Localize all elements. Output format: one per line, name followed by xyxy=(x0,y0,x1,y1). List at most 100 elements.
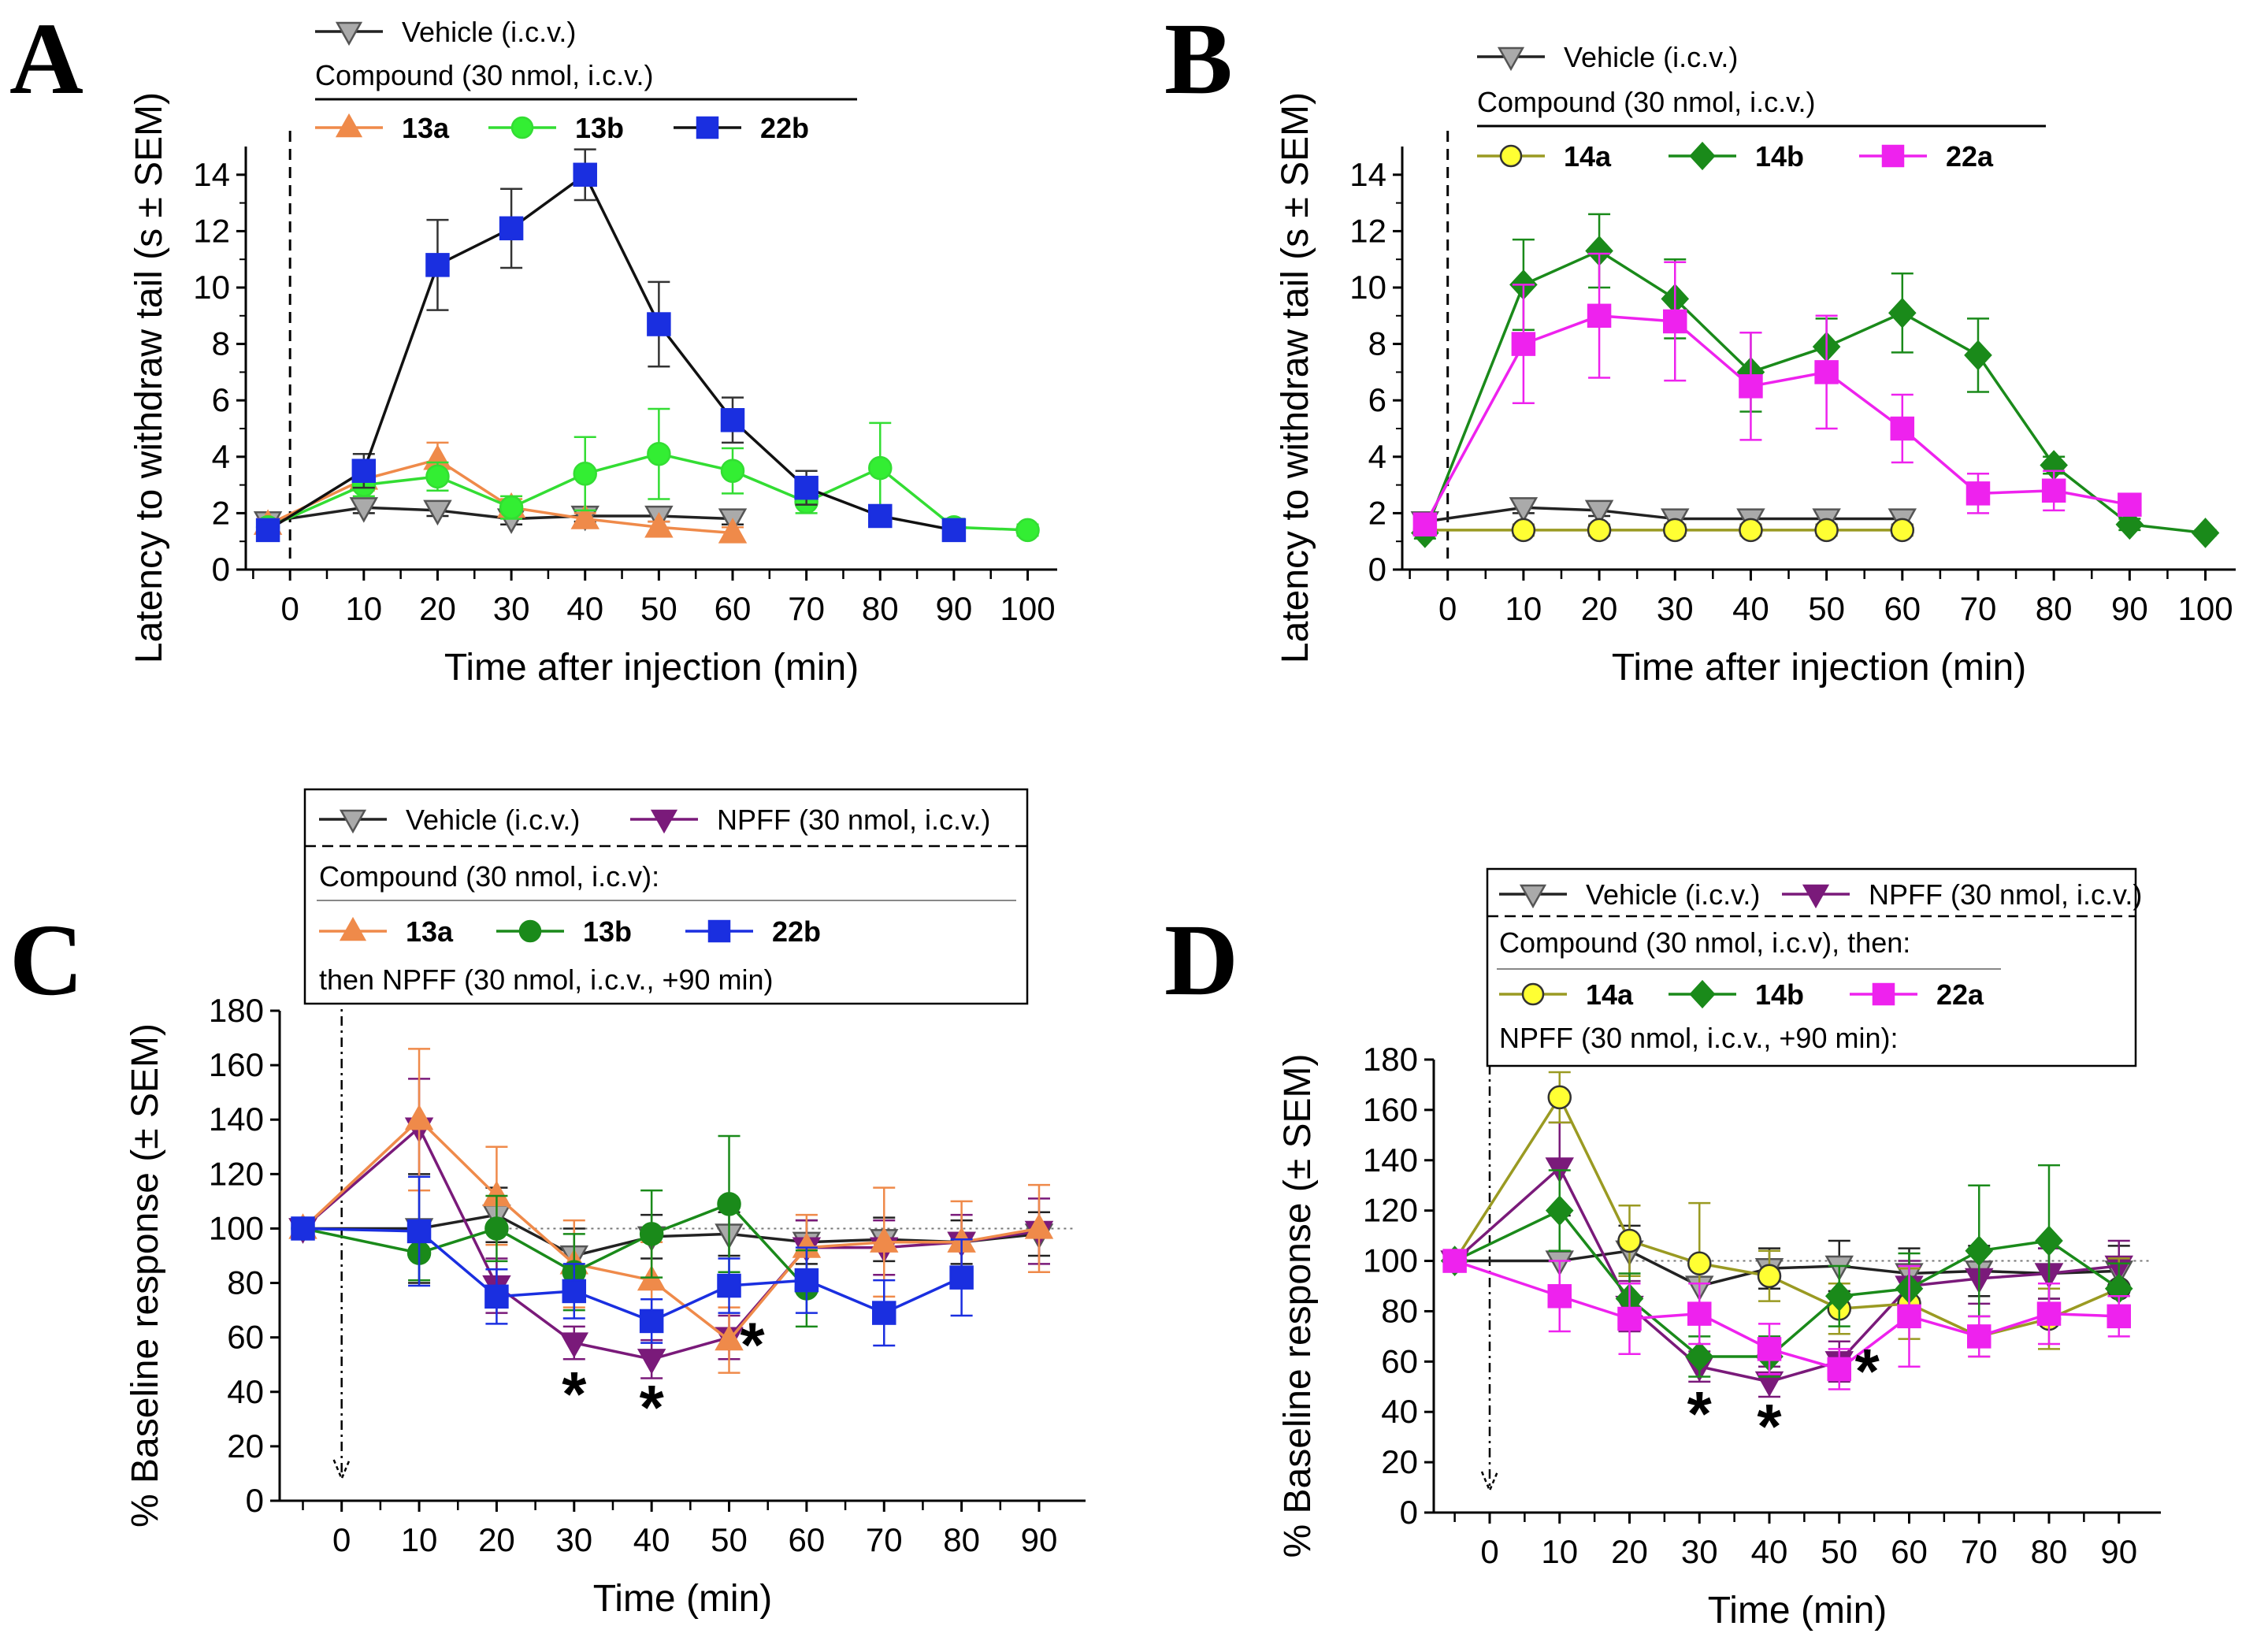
legend-label: 22b xyxy=(772,915,821,948)
data-point xyxy=(2036,1301,2062,1326)
y-tick-label: 120 xyxy=(1363,1192,1418,1229)
x-tick-label: 50 xyxy=(711,1521,748,1558)
series-13a xyxy=(288,1048,1054,1374)
data-point xyxy=(639,1222,664,1246)
panel-b: B 0 2 4 6 8 10 12 14 0 10 20 30 40 50 60 70 80 90 100 Time a… xyxy=(1164,2,2236,689)
data-point xyxy=(1617,1228,1642,1253)
legend-label: 22b xyxy=(760,112,809,144)
legend-marker xyxy=(1881,144,1905,168)
data-point xyxy=(351,458,377,483)
x-tick-label: 30 xyxy=(493,590,530,627)
legend-label: 13b xyxy=(583,915,632,948)
data-point xyxy=(1965,1235,1994,1267)
y-tick-label: 0 xyxy=(246,1482,264,1519)
panel-d: D 0 20 40 60 80 100 120 140 160 180 0 10 20 30 40 50 60 70… xyxy=(1164,867,2161,1632)
x-tick-label: 70 xyxy=(788,590,825,627)
x-tick-label: 40 xyxy=(633,1521,670,1558)
legend-label: NPFF (30 nmol, i.c.v.) xyxy=(1869,878,2142,911)
legend-marker xyxy=(510,116,534,139)
x-tick-label: 70 xyxy=(866,1521,903,1558)
legend-label: Vehicle (i.c.v.) xyxy=(406,804,580,836)
legend-label: 13a xyxy=(402,112,450,144)
x-tick-label: 100 xyxy=(1000,590,1056,627)
legend-label: Vehicle (i.c.v.) xyxy=(402,16,576,48)
data-point xyxy=(1897,1304,1921,1329)
x-tick-label: 0 xyxy=(1480,1533,1498,1570)
x-tick-label: 60 xyxy=(1891,1533,1928,1570)
y-tick-label: 40 xyxy=(1381,1393,1418,1430)
y-tick-label: 6 xyxy=(212,381,230,418)
data-point xyxy=(720,408,745,432)
data-point xyxy=(872,1301,896,1325)
series-line xyxy=(1453,1165,2119,1383)
x-tick-label: 30 xyxy=(555,1521,592,1558)
x-tick-label: 20 xyxy=(419,590,456,627)
series-line xyxy=(1453,1208,2120,1358)
data-point xyxy=(1663,309,1687,334)
data-point xyxy=(425,253,450,277)
significance-asterisk: * xyxy=(640,1372,665,1442)
x-tick-label: 70 xyxy=(1961,1533,1998,1570)
y-tick-label: 6 xyxy=(1368,381,1386,418)
x-tick-label: 0 xyxy=(1438,590,1457,627)
x-tick-label: 80 xyxy=(943,1521,980,1558)
series-line xyxy=(302,1117,1040,1342)
data-point xyxy=(425,464,450,489)
y-tick-label: 160 xyxy=(1363,1091,1418,1128)
legend-marker xyxy=(339,916,367,941)
x-tick-label: 90 xyxy=(2100,1533,2137,1570)
legend-marker xyxy=(335,21,363,46)
legend-label: 14a xyxy=(1564,140,1612,173)
data-point xyxy=(484,1216,509,1241)
y-tick-label: 20 xyxy=(1381,1443,1418,1480)
data-point xyxy=(1965,481,1991,506)
legend-marker xyxy=(1872,982,1895,1006)
legend-marker xyxy=(518,919,542,943)
y-tick-label: 0 xyxy=(1400,1494,1418,1531)
y-tick-label: 4 xyxy=(212,438,230,475)
data-point xyxy=(1545,1195,1574,1227)
data-point xyxy=(1739,374,1763,399)
y-tick-label: 60 xyxy=(227,1319,264,1356)
data-point xyxy=(1687,1301,1712,1326)
series-line xyxy=(1424,249,2206,535)
legend-label: Vehicle (i.c.v.) xyxy=(1586,878,1760,911)
data-point xyxy=(949,1265,974,1290)
data-point xyxy=(1587,518,1612,543)
data-point xyxy=(941,518,967,543)
legend-marker xyxy=(1497,46,1525,72)
series-line xyxy=(1453,1094,2120,1338)
y-tick-label: 0 xyxy=(1368,551,1386,588)
x-axis-title: Time after injection (min) xyxy=(444,647,859,689)
data-point xyxy=(794,475,818,500)
y-tick-label: 100 xyxy=(209,1209,264,1246)
x-tick-label: 10 xyxy=(1541,1533,1578,1570)
data-point xyxy=(559,1332,589,1358)
legend-marker xyxy=(1499,144,1523,168)
series-vehicle xyxy=(1440,1214,2133,1312)
legend: Vehicle (i.c.v.) Compound (30 nmol, i.c.v… xyxy=(1477,41,2046,173)
data-point xyxy=(720,458,745,483)
y-tick-label: 8 xyxy=(212,325,230,362)
series-22b xyxy=(255,148,967,543)
series-line xyxy=(1454,1259,2119,1371)
x-tick-label: 30 xyxy=(1681,1533,1718,1570)
y-tick-label: 12 xyxy=(193,212,230,249)
series-vehicle xyxy=(288,1173,1054,1284)
data-point xyxy=(1412,512,1438,536)
data-point xyxy=(1888,297,1917,329)
data-point xyxy=(1547,1085,1572,1110)
data-point xyxy=(1617,1306,1642,1331)
data-point xyxy=(715,1324,744,1351)
y-tick-label: 80 xyxy=(1381,1292,1418,1329)
data-point xyxy=(868,455,893,481)
data-point xyxy=(1757,1337,1782,1361)
y-tick-label: 14 xyxy=(193,156,230,193)
legend-label: NPFF (30 nmol, i.c.v.) xyxy=(717,804,990,836)
y-tick-label: 8 xyxy=(1368,325,1386,362)
data-point xyxy=(1024,1213,1054,1239)
x-tick-label: 0 xyxy=(281,590,299,627)
data-point xyxy=(2041,478,2066,503)
y-axis-title: % Baseline response (± SEM) xyxy=(124,1023,166,1528)
